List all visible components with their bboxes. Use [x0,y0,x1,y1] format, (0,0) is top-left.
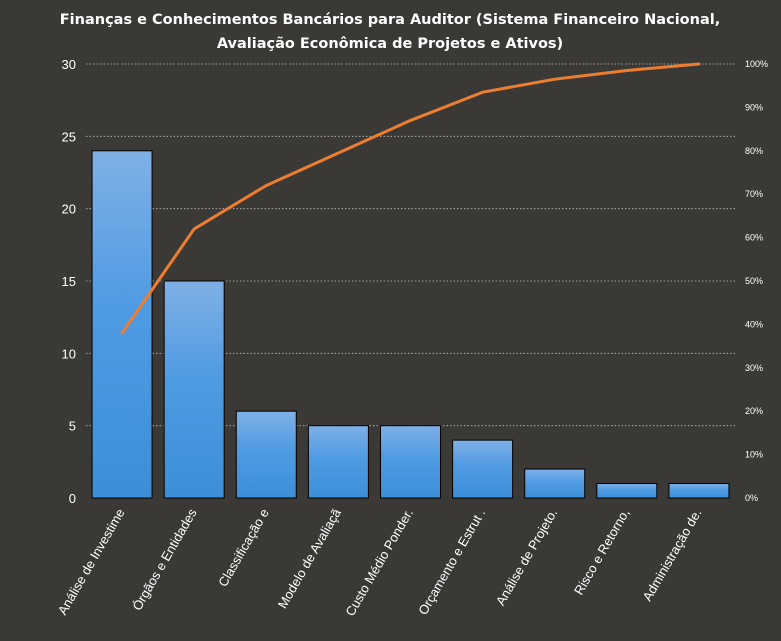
right-tick-label: 40% [745,319,763,329]
bar [91,150,153,499]
left-tick-label: 10 [62,346,76,361]
bar [524,468,586,499]
chart-title-line-1: Finanças e Conhecimentos Bancários para … [60,12,720,28]
left-tick-label: 25 [62,129,76,144]
left-tick-label: 30 [62,57,76,72]
cumulative-line [120,62,701,335]
bar [596,483,658,499]
bar [452,439,514,499]
bar [668,483,730,499]
right-tick-label: 20% [745,406,763,416]
right-tick-label: 60% [745,233,763,243]
right-tick-label: 90% [745,102,763,112]
bar [235,410,297,499]
right-tick-label: 100% [745,59,768,69]
left-tick-label: 15 [62,274,76,289]
left-tick-label: 0 [69,491,76,506]
right-tick-label: 80% [745,146,763,156]
right-tick-label: 30% [745,363,763,373]
right-axis-ticks: 0% 10% 20% 30% 40% 50% 60% 70% 80% 90% 100% [745,59,768,503]
right-tick-label: 0% [745,493,758,503]
right-tick-label: 10% [745,450,763,460]
left-tick-label: 5 [69,419,76,434]
bar [307,425,369,499]
bar [163,280,225,499]
chart-title-line-2: Avaliação Econômica de Projetos e Ativos… [217,36,563,52]
right-tick-label: 50% [745,276,763,286]
left-axis-ticks: 0 5 10 15 20 25 30 [62,57,76,506]
cumulative-percent-line [120,62,701,335]
bars [91,150,730,499]
bar [380,425,441,499]
left-tick-label: 20 [62,202,76,217]
right-tick-label: 70% [745,189,763,199]
